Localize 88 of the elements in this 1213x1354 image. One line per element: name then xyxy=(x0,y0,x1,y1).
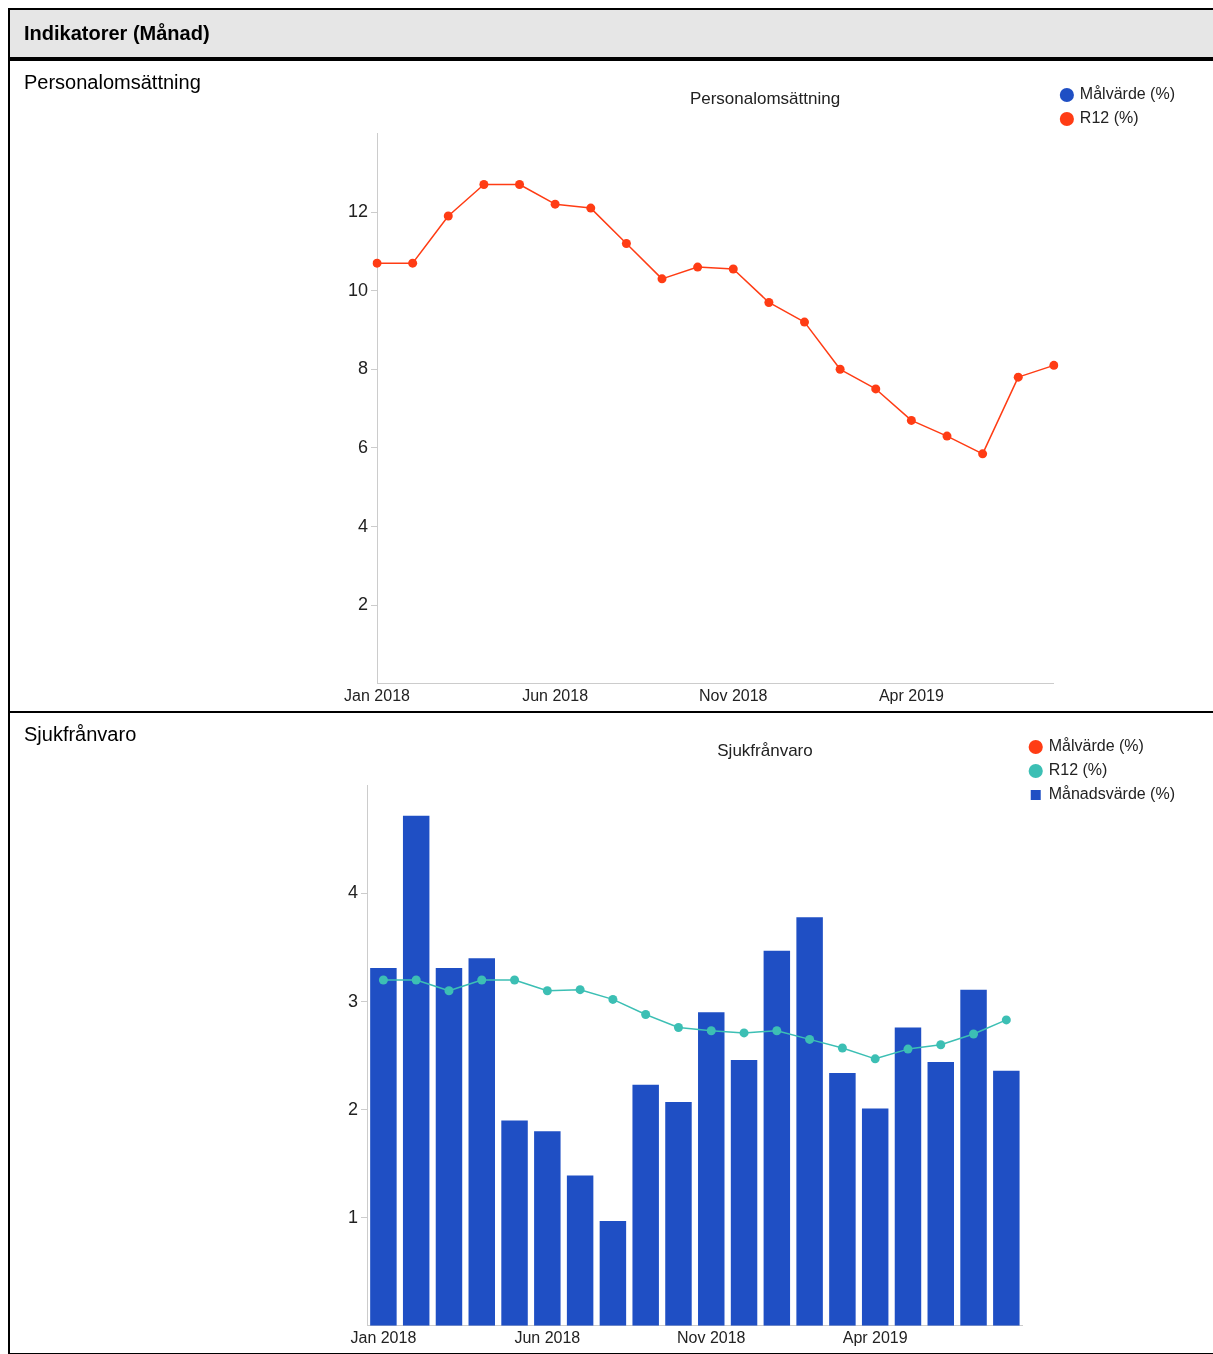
point xyxy=(978,449,988,459)
x-tick-label: Jun 2018 xyxy=(514,1328,581,1346)
bar xyxy=(960,989,987,1326)
bar xyxy=(829,1072,856,1326)
x-tick-label: Nov 2018 xyxy=(699,686,768,704)
point xyxy=(411,975,421,985)
point xyxy=(443,211,453,221)
legend-label: Månadsvärde (%) xyxy=(1048,785,1176,803)
bar xyxy=(370,968,397,1326)
y-tick-label: 6 xyxy=(358,436,369,457)
point xyxy=(408,258,418,268)
bar xyxy=(435,968,463,1326)
y-tick-label: 10 xyxy=(347,279,369,300)
point xyxy=(477,975,487,985)
point xyxy=(942,431,952,441)
point xyxy=(586,203,596,213)
text: Personalomsättning xyxy=(24,71,201,94)
bar xyxy=(534,1131,561,1326)
bar xyxy=(566,1175,594,1326)
point xyxy=(608,994,618,1004)
bar xyxy=(796,917,823,1326)
point xyxy=(575,985,585,995)
point xyxy=(372,258,382,268)
text: Sjukfrånvaro xyxy=(24,723,137,746)
x-tick-label: Jan 2018 xyxy=(350,1328,417,1346)
y-tick-label: 8 xyxy=(358,358,369,379)
bar xyxy=(698,1012,725,1326)
point xyxy=(835,364,845,374)
point xyxy=(550,199,560,209)
legend-label: R12 (%) xyxy=(1048,761,1108,779)
point xyxy=(739,1028,749,1038)
point xyxy=(772,1026,782,1036)
bar xyxy=(665,1102,692,1326)
bar xyxy=(501,1120,528,1326)
point xyxy=(837,1043,847,1053)
y-tick-label: 4 xyxy=(348,882,359,903)
point xyxy=(805,1034,815,1044)
legend-label: R12 (%) xyxy=(1079,109,1139,127)
bar xyxy=(894,1027,922,1326)
point xyxy=(621,238,631,248)
point xyxy=(673,1023,683,1032)
bar xyxy=(861,1108,889,1326)
text: Indikatorer (Månad) xyxy=(10,10,1213,61)
y-tick-label: 1 xyxy=(348,1206,359,1227)
chart-title: Personalomsättning xyxy=(689,88,841,108)
point xyxy=(706,1026,716,1036)
bar xyxy=(632,1084,659,1326)
x-tick-label: Apr 2019 xyxy=(878,686,944,704)
y-tick-label: 12 xyxy=(347,201,369,221)
x-tick-label: Apr 2019 xyxy=(842,1328,908,1346)
point xyxy=(1049,360,1059,370)
point xyxy=(510,975,520,985)
point xyxy=(515,180,525,190)
bar xyxy=(468,958,495,1326)
point xyxy=(542,986,552,996)
bar xyxy=(993,1070,1020,1326)
point xyxy=(764,297,774,307)
x-tick-label: Nov 2018 xyxy=(677,1328,746,1346)
point xyxy=(969,1029,979,1039)
point xyxy=(871,384,881,394)
point xyxy=(693,262,703,272)
y-tick-label: 3 xyxy=(348,990,359,1011)
bar xyxy=(927,1062,954,1326)
x-tick-label: Jan 2018 xyxy=(344,686,411,704)
bar xyxy=(599,1220,627,1326)
point xyxy=(1001,1015,1011,1025)
point xyxy=(1013,372,1023,382)
y-tick-label: 2 xyxy=(358,594,369,615)
legend-label: Målvärde (%) xyxy=(1079,85,1176,103)
chart-title: Sjukfrånvaro xyxy=(717,740,813,760)
bar xyxy=(763,950,791,1326)
point xyxy=(728,264,738,274)
bar xyxy=(402,815,430,1326)
x-tick-label: Jun 2018 xyxy=(522,686,589,704)
point xyxy=(444,986,454,996)
point xyxy=(936,1040,946,1050)
point xyxy=(378,975,388,985)
point xyxy=(641,1010,651,1020)
point xyxy=(800,317,809,327)
bar xyxy=(730,1059,758,1326)
y-tick-label: 2 xyxy=(348,1098,359,1119)
legend-label: Målvärde (%) xyxy=(1048,737,1144,755)
y-tick-label: 4 xyxy=(358,515,369,536)
point xyxy=(870,1054,880,1064)
point xyxy=(903,1044,913,1054)
point xyxy=(479,180,489,190)
point xyxy=(906,415,916,425)
point xyxy=(657,274,667,284)
